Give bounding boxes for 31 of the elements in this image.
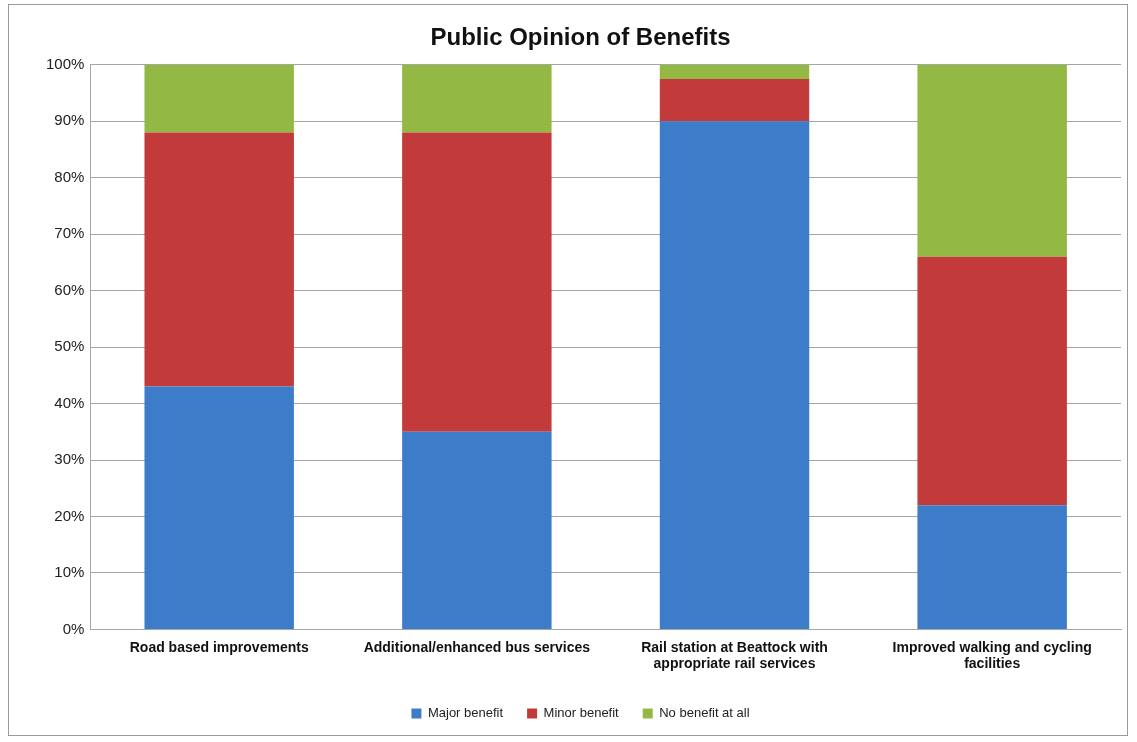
- y-tick-label: 60%: [54, 280, 85, 298]
- bar: [402, 132, 552, 432]
- bar: [402, 64, 552, 133]
- y-tick-label: 70%: [54, 224, 85, 242]
- bar: [917, 256, 1067, 506]
- bar: [402, 431, 552, 629]
- bar: [144, 64, 294, 133]
- bar: [659, 78, 810, 122]
- bar: [917, 64, 1067, 257]
- y-tick-label: 80%: [54, 167, 85, 185]
- x-tick-label: Rail station at Beattock with appropriate rail services: [641, 638, 828, 672]
- y-tick-label: 20%: [54, 506, 85, 524]
- y-tick-label: 90%: [54, 111, 85, 129]
- chart-title: Public Opinion of Benefits: [430, 23, 731, 51]
- legend-label: Major benefit: [427, 705, 504, 721]
- y-tick-label: 50%: [54, 337, 85, 355]
- bar: [659, 121, 810, 629]
- legend-label: No benefit at all: [659, 705, 750, 721]
- x-tick-label: Road based improvements: [129, 638, 309, 655]
- y-tick-label: 10%: [54, 563, 85, 581]
- bar: [144, 132, 294, 387]
- legend-label: Minor benefit: [543, 705, 620, 721]
- bar: [917, 505, 1067, 629]
- y-tick-label: 40%: [54, 393, 85, 411]
- y-tick-label: 0%: [62, 619, 85, 637]
- y-tick-label: 30%: [54, 450, 85, 468]
- x-tick-label: Additional/enhanced bus services: [363, 638, 591, 655]
- y-tick-label: 100%: [45, 54, 85, 72]
- x-tick-label: Improved walking and cycling facilities: [892, 638, 1092, 672]
- bar: [144, 386, 294, 629]
- bar: [659, 64, 810, 79]
